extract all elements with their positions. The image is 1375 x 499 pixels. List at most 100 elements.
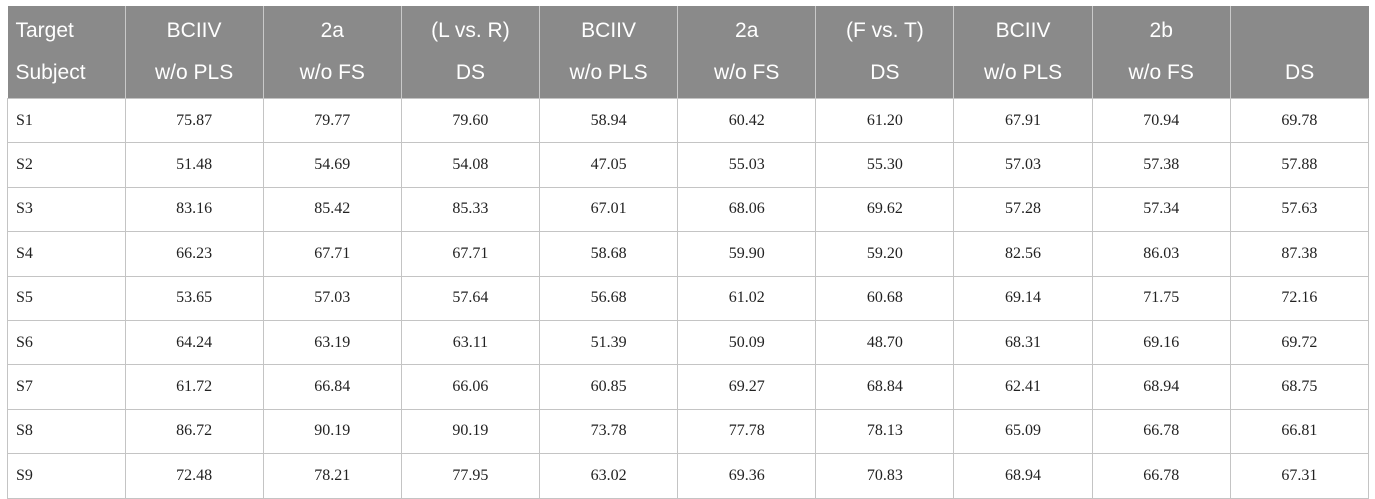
value-cell: 73.78 [538,408,679,455]
value-cell: 69.27 [677,364,817,410]
table-row: S5 53.65 57.03 57.64 56.68 61.02 60.68 69.14 71.… [7,275,1370,321]
value-cell: 69.78 [1229,97,1370,144]
subject-cell: S7 [7,364,126,410]
value-cell: 62.41 [953,364,1093,410]
value-cell: 77.78 [677,408,817,455]
value-cell: 78.21 [262,453,402,499]
value-cell: 69.72 [1229,319,1370,366]
value-cell: 64.24 [124,319,264,366]
value-cell: 85.42 [262,186,402,233]
subject-cell: S4 [7,231,126,277]
value-cell: 82.56 [953,231,1093,277]
value-cell: 59.20 [815,231,955,277]
value-cell: 78.13 [815,408,955,455]
subject-cell: S2 [7,142,126,188]
value-cell: 75.87 [124,97,264,144]
value-cell: 63.11 [400,319,541,366]
value-cell: 54.69 [262,142,402,188]
value-cell: 57.34 [1091,186,1231,233]
value-cell: 77.95 [400,453,541,499]
value-cell: 50.09 [677,319,817,366]
value-cell: 61.72 [124,364,264,410]
results-table: Target BCIIV 2a (L vs. R) BCIIV 2a (F vs. T) BC… [7,6,1370,499]
value-cell: 70.83 [815,453,955,499]
subject-cell: S1 [7,97,126,144]
value-cell: 60.68 [815,275,955,321]
table-header: Target BCIIV 2a (L vs. R) BCIIV 2a (F vs. T) BC… [7,6,1369,99]
value-cell: 65.09 [953,408,1093,455]
table-body: S1 75.87 79.77 79.60 58.94 60.42 61.20 67.91 70.… [7,97,1370,499]
header-cell: 2b [1091,6,1231,52]
header-row-2: Subject w/o PLS w/o FS DS w/o PLS w/o FS DS w/o… [7,52,1369,99]
header-row-1: Target BCIIV 2a (L vs. R) BCIIV 2a (F vs. T) BC… [7,6,1369,52]
subject-cell: S9 [7,453,126,499]
value-cell: 68.94 [1091,364,1231,410]
value-cell: 86.03 [1091,231,1231,277]
value-cell: 70.94 [1091,97,1231,144]
value-cell: 68.31 [953,319,1093,366]
header-cell: w/o PLS [953,52,1093,99]
subject-cell: S3 [7,186,126,233]
header-cell: Target [7,6,126,52]
value-cell: 69.16 [1091,319,1231,366]
value-cell: 90.19 [400,408,541,455]
table-row: S1 75.87 79.77 79.60 58.94 60.42 61.20 67.91 70.… [7,97,1370,144]
value-cell: 55.30 [815,142,955,188]
header-cell: (L vs. R) [400,6,540,52]
value-cell: 57.63 [1229,186,1370,233]
value-cell: 72.16 [1229,275,1370,321]
value-cell: 67.71 [262,231,402,277]
header-cell: BCIIV [124,6,264,52]
value-cell: 86.72 [124,408,264,455]
value-cell: 79.77 [262,97,402,144]
value-cell: 68.06 [677,186,817,233]
value-cell: 69.36 [677,453,817,499]
value-cell: 85.33 [400,186,541,233]
header-cell: Subject [7,52,126,99]
header-cell: w/o FS [1091,52,1231,99]
header-cell: 2a [262,6,402,52]
header-cell: 2a [677,6,816,52]
value-cell: 66.84 [262,364,402,410]
value-cell: 87.38 [1229,231,1370,277]
value-cell: 57.28 [953,186,1093,233]
table-row: S6 64.24 63.19 63.11 51.39 50.09 48.70 68.31 69.… [7,319,1370,366]
value-cell: 54.08 [400,142,541,188]
value-cell: 63.19 [262,319,402,366]
header-cell: BCIIV [953,6,1093,52]
header-cell: w/o FS [262,52,402,99]
value-cell: 68.94 [953,453,1093,499]
table-row: S4 66.23 67.71 67.71 58.68 59.90 59.20 82.56 86.… [7,231,1370,277]
value-cell: 47.05 [538,142,679,188]
value-cell: 57.38 [1091,142,1231,188]
value-cell: 60.85 [538,364,679,410]
value-cell: 55.03 [677,142,817,188]
value-cell: 67.01 [538,186,679,233]
value-cell: 69.14 [953,275,1093,321]
value-cell: 67.31 [1229,453,1370,499]
value-cell: 58.94 [538,97,679,144]
value-cell: 51.39 [538,319,679,366]
value-cell: 72.48 [124,453,264,499]
value-cell: 57.64 [400,275,541,321]
header-cell: DS [400,52,540,99]
value-cell: 66.78 [1091,408,1231,455]
value-cell: 69.62 [815,186,955,233]
value-cell: 66.06 [400,364,541,410]
value-cell: 83.16 [124,186,264,233]
subject-cell: S8 [7,408,126,455]
table-row: S9 72.48 78.21 77.95 63.02 69.36 70.83 68.94 66.… [7,453,1370,499]
value-cell: 57.88 [1229,142,1370,188]
value-cell: 68.84 [815,364,955,410]
value-cell: 57.03 [953,142,1093,188]
value-cell: 59.90 [677,231,817,277]
value-cell: 67.71 [400,231,541,277]
value-cell: 56.68 [538,275,679,321]
value-cell: 68.75 [1229,364,1370,410]
header-cell: DS [815,52,954,99]
table-row: S7 61.72 66.84 66.06 60.85 69.27 68.84 62.41 68.… [7,364,1370,410]
header-cell: (F vs. T) [815,6,954,52]
value-cell: 61.20 [815,97,955,144]
results-table-container: Target BCIIV 2a (L vs. R) BCIIV 2a (F vs. T) BC… [7,6,1370,499]
value-cell: 79.60 [400,97,541,144]
